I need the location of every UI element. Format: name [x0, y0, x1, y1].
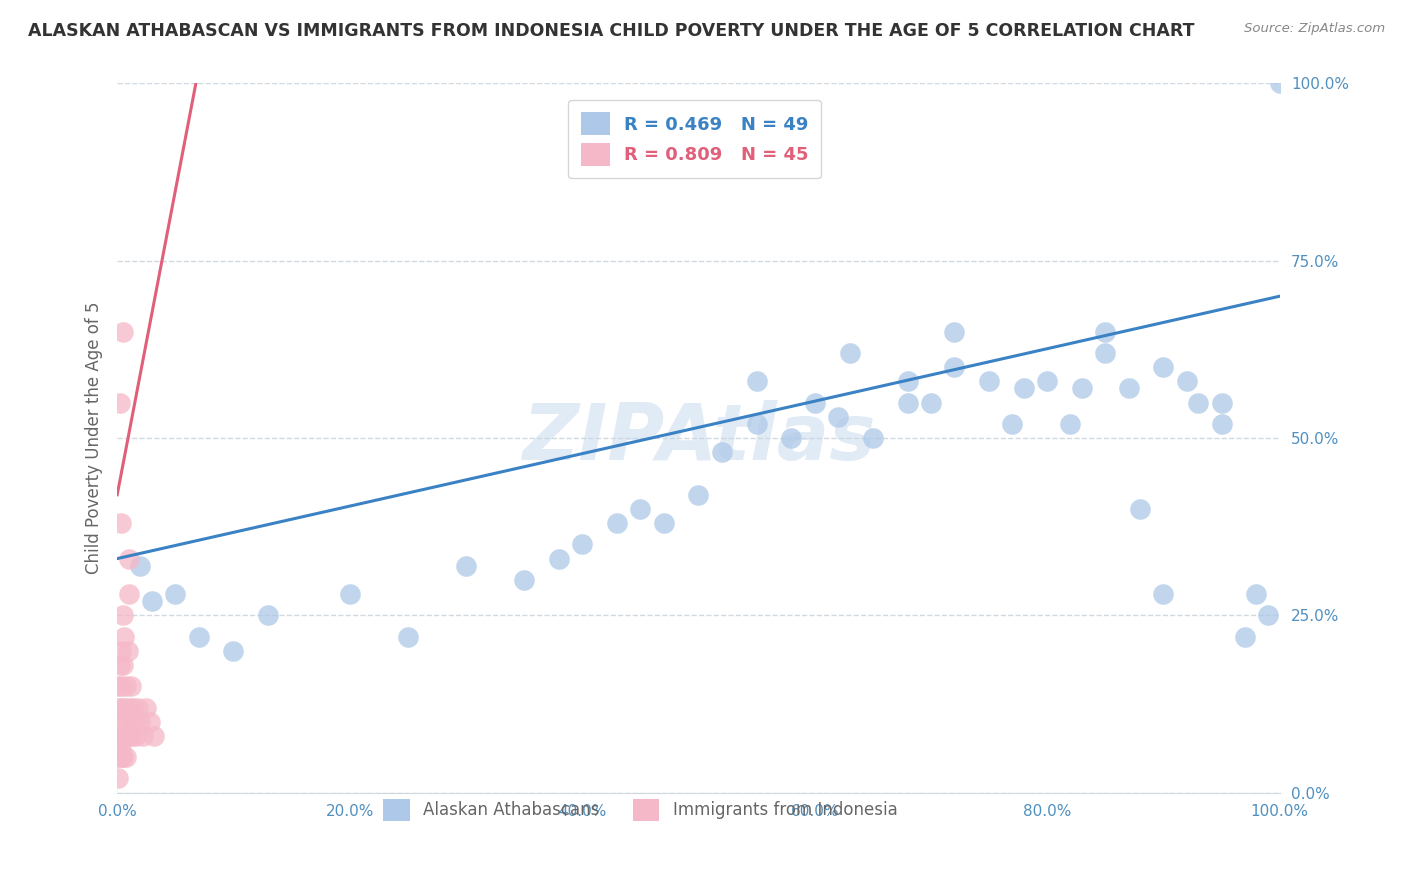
Point	[110, 743, 132, 757]
Point	[920, 395, 942, 409]
Point	[1094, 346, 1116, 360]
Point	[111, 608, 134, 623]
Point	[132, 729, 155, 743]
Point	[111, 750, 134, 764]
Point	[110, 644, 132, 658]
Point	[141, 594, 163, 608]
Point	[513, 573, 536, 587]
Point	[117, 644, 139, 658]
Point	[111, 658, 134, 673]
Point	[862, 431, 884, 445]
Point	[1118, 381, 1140, 395]
Point	[780, 431, 803, 445]
Point	[107, 700, 129, 714]
Point	[110, 714, 132, 729]
Point	[121, 729, 143, 743]
Point	[108, 658, 131, 673]
Point	[339, 587, 361, 601]
Point	[1071, 381, 1094, 395]
Point	[1211, 417, 1233, 431]
Point	[897, 374, 920, 388]
Point	[745, 417, 768, 431]
Point	[129, 714, 152, 729]
Point	[165, 587, 187, 601]
Point	[571, 537, 593, 551]
Point	[257, 608, 280, 623]
Point	[1246, 587, 1268, 601]
Point	[125, 729, 148, 743]
Point	[118, 700, 141, 714]
Point	[606, 516, 628, 530]
Text: ZIPAtlas: ZIPAtlas	[522, 400, 875, 476]
Text: Source: ZipAtlas.com: Source: ZipAtlas.com	[1244, 22, 1385, 36]
Point	[222, 644, 245, 658]
Point	[108, 750, 131, 764]
Point	[110, 679, 132, 693]
Point	[111, 700, 134, 714]
Point	[1152, 587, 1174, 601]
Point	[688, 488, 710, 502]
Point	[897, 395, 920, 409]
Point	[548, 551, 571, 566]
Point	[803, 395, 825, 409]
Point	[118, 587, 141, 601]
Point	[454, 558, 477, 573]
Point	[1001, 417, 1024, 431]
Point	[1211, 395, 1233, 409]
Point	[943, 325, 966, 339]
Y-axis label: Child Poverty Under the Age of 5: Child Poverty Under the Age of 5	[86, 301, 103, 574]
Point	[1175, 374, 1198, 388]
Point	[124, 714, 146, 729]
Point	[111, 325, 134, 339]
Point	[114, 700, 136, 714]
Point	[1012, 381, 1035, 395]
Point	[396, 630, 419, 644]
Point	[108, 729, 131, 743]
Point	[139, 714, 162, 729]
Point	[628, 502, 651, 516]
Point	[127, 700, 149, 714]
Point	[1152, 360, 1174, 375]
Point	[745, 374, 768, 388]
Point	[1268, 77, 1291, 91]
Point	[110, 516, 132, 530]
Point	[122, 700, 145, 714]
Point	[1187, 395, 1209, 409]
Point	[111, 750, 134, 764]
Point	[143, 729, 166, 743]
Point	[107, 729, 129, 743]
Point	[943, 360, 966, 375]
Point	[1233, 630, 1256, 644]
Point	[118, 551, 141, 566]
Point	[710, 445, 733, 459]
Point	[112, 630, 135, 644]
Point	[120, 679, 142, 693]
Point	[129, 558, 152, 573]
Point	[115, 750, 138, 764]
Point	[1059, 417, 1081, 431]
Point	[1257, 608, 1279, 623]
Point	[652, 516, 675, 530]
Point	[107, 750, 129, 764]
Point	[114, 729, 136, 743]
Point	[111, 714, 134, 729]
Point	[117, 714, 139, 729]
Point	[115, 679, 138, 693]
Point	[108, 395, 131, 409]
Point	[1129, 502, 1152, 516]
Point	[827, 409, 849, 424]
Point	[135, 700, 157, 714]
Legend: Alaskan Athabascans, Immigrants from Indonesia: Alaskan Athabascans, Immigrants from Ind…	[370, 786, 911, 834]
Point	[977, 374, 1000, 388]
Point	[111, 729, 134, 743]
Point	[107, 772, 129, 786]
Point	[187, 630, 209, 644]
Point	[1036, 374, 1059, 388]
Point	[838, 346, 860, 360]
Point	[1094, 325, 1116, 339]
Point	[107, 679, 129, 693]
Point	[118, 729, 141, 743]
Text: ALASKAN ATHABASCAN VS IMMIGRANTS FROM INDONESIA CHILD POVERTY UNDER THE AGE OF 5: ALASKAN ATHABASCAN VS IMMIGRANTS FROM IN…	[28, 22, 1195, 40]
Point	[112, 729, 135, 743]
